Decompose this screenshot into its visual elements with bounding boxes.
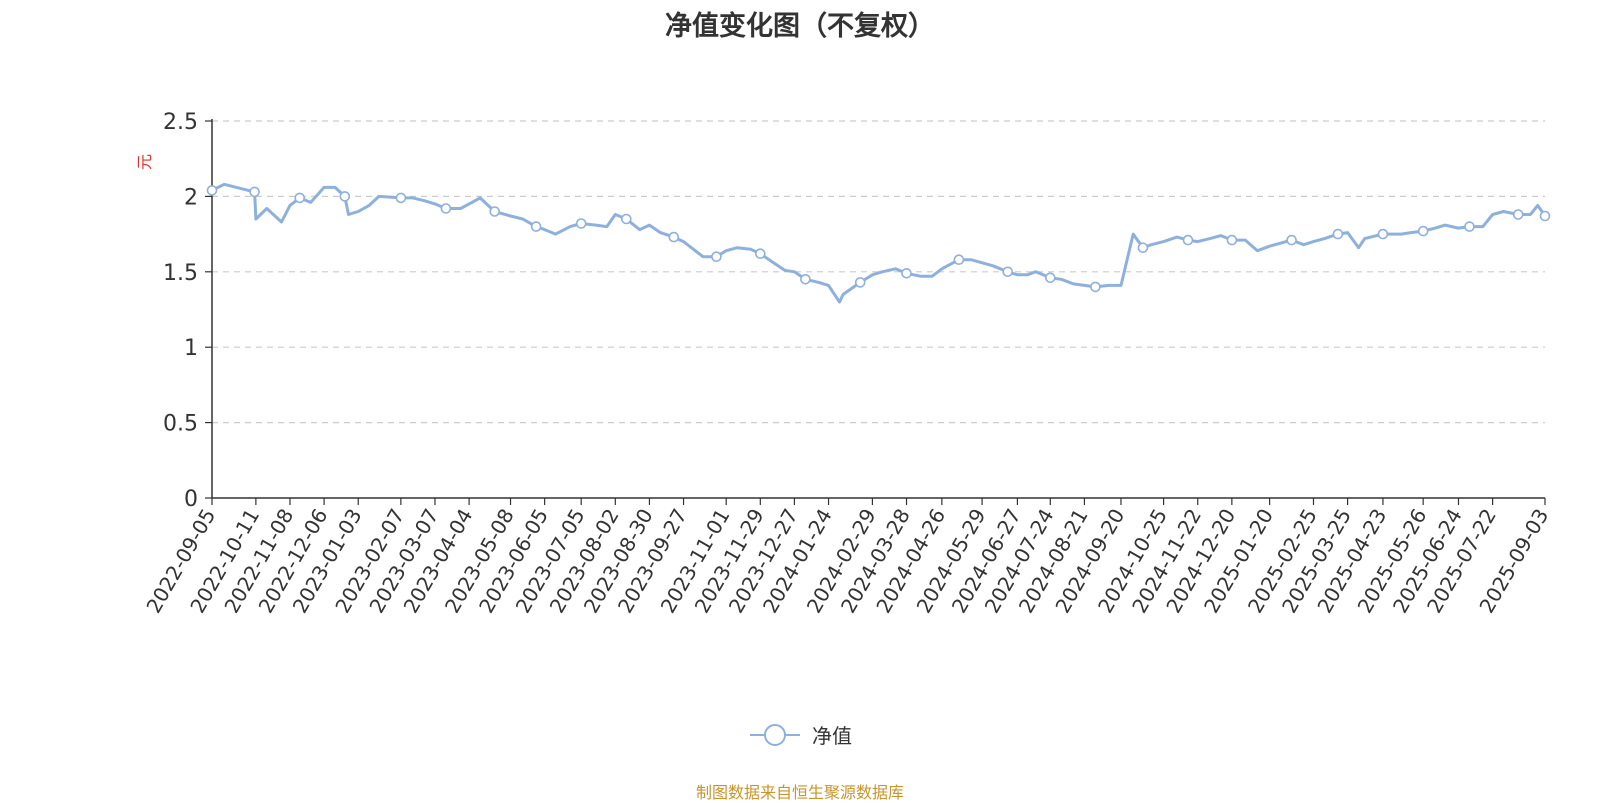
x-axis: 2022-09-052022-10-112022-11-082022-12-06…: [141, 497, 1553, 617]
data-point[interactable]: [800, 273, 811, 285]
chart-title: 净值变化图（不复权）: [665, 11, 935, 42]
y-tick-label: 1.5: [163, 261, 198, 286]
y-tick-label: 1: [184, 336, 198, 361]
grid-lines: [212, 120, 1545, 424]
y-tick-label: 0: [184, 487, 198, 512]
data-point[interactable]: [754, 248, 766, 259]
data-point[interactable]: [339, 191, 351, 202]
series-group: [206, 182, 1551, 304]
data-point[interactable]: [575, 218, 587, 229]
data-point[interactable]: [530, 221, 542, 232]
y-tick-label: 2: [184, 185, 198, 210]
data-point[interactable]: [1539, 210, 1551, 222]
data-point[interactable]: [854, 277, 866, 288]
data-point[interactable]: [489, 206, 501, 217]
legend[interactable]: 净值: [0, 720, 1600, 749]
data-point[interactable]: [1226, 234, 1238, 246]
data-point[interactable]: [711, 251, 722, 263]
data-point[interactable]: [440, 203, 452, 214]
y-tick-label: 0.5: [163, 412, 198, 437]
data-point[interactable]: [620, 213, 632, 225]
y-axis-label: 元: [135, 154, 154, 170]
series-line-nav: [211, 182, 1547, 304]
y-axis: 0 0.5 1 1.5 2 2.5: [163, 110, 213, 512]
data-point[interactable]: [1002, 266, 1014, 278]
data-point[interactable]: [668, 231, 680, 243]
data-point[interactable]: [1377, 228, 1389, 240]
data-point[interactable]: [1182, 234, 1194, 246]
data-point[interactable]: [294, 192, 306, 204]
data-point[interactable]: [901, 267, 912, 279]
data-point[interactable]: [206, 185, 218, 196]
data-point[interactable]: [1512, 209, 1524, 220]
source-note: 制图数据来自恒生聚源数据库: [695, 783, 904, 802]
data-point[interactable]: [1090, 281, 1101, 293]
data-point[interactable]: [1045, 272, 1056, 284]
data-point[interactable]: [1332, 228, 1344, 240]
data-point[interactable]: [1286, 234, 1297, 246]
data-point[interactable]: [249, 186, 260, 198]
data-point[interactable]: [1464, 221, 1475, 232]
legend-line-marker-icon: [750, 723, 800, 746]
y-tick-label: 2.5: [163, 110, 198, 135]
data-point[interactable]: [953, 254, 965, 266]
data-point[interactable]: [1137, 242, 1149, 253]
data-point[interactable]: [1417, 225, 1429, 237]
legend-label: 净值: [812, 724, 852, 748]
data-point[interactable]: [395, 192, 407, 204]
